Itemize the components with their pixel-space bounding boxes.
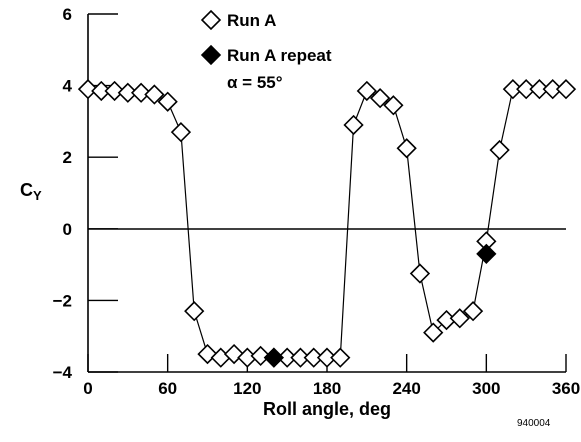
run-a-point [356,80,377,102]
x-axis-title: Roll angle, deg [263,399,391,419]
run-a-point [117,82,138,103]
x-tick-label: 0 [83,379,92,398]
run-a-point [502,79,524,100]
y-tick-label: 0 [63,220,72,239]
data-markers [77,79,577,368]
run-a-point [449,308,470,329]
legend-marker-run-a [200,9,222,31]
run-a-point [489,139,510,161]
x-tick-label: 120 [233,379,261,398]
legend-label-run-a-repeat: Run A repeat [227,46,332,65]
run-a-point [184,301,205,322]
legend-marker-run-a-repeat [200,44,222,66]
y-tick-label: 2 [63,148,72,167]
run-a-repeat-point [263,347,285,368]
run-a-point [104,80,125,102]
run-a-point [383,95,404,116]
y-axis-title-main: C [20,180,33,200]
y-tick-label: 6 [63,5,72,24]
run-a-point [409,263,431,284]
run-a-point [157,91,178,112]
alpha-annotation: α = 55° [227,73,283,92]
run-a-point [170,122,192,143]
x-tick-label: 180 [313,379,341,398]
run-a-point [91,80,112,102]
run-a-point [423,322,444,343]
run-a-point [529,79,550,100]
run-a-point [542,79,563,100]
x-ticks: 0 60 120 180 240 300 360 [83,354,580,398]
run-a-point [250,345,271,367]
series-line [87,88,566,359]
run-a-point [369,87,391,109]
run-a-point [130,82,152,103]
run-a-point [330,347,351,368]
y-tick-label: 4 [63,77,73,96]
y-tick-label: −4 [53,363,73,382]
run-a-point [555,79,577,100]
run-a-point [303,347,324,368]
run-a-line [87,88,566,359]
run-a-point [462,301,484,322]
run-a-point [396,138,417,159]
x-tick-label: 360 [552,379,580,398]
run-a-point [277,347,298,368]
y-ticks: 6 4 2 0 −2 −4 [53,5,118,382]
legend-label-run-a: Run A [227,11,276,30]
run-a-point [343,114,364,136]
y-axis-title-subscript: Y [33,188,42,203]
run-a-point [516,79,537,100]
legend: Run A Run A repeat α = 55° [200,9,332,92]
figure-number: 940004 [517,418,551,429]
x-tick-label: 300 [472,379,500,398]
run-a-point [144,84,165,105]
y-axis-title: CY [20,180,42,203]
run-a-point [77,79,99,100]
run-a-repeat-point [476,243,497,264]
run-a-point [290,347,311,368]
x-tick-label: 240 [392,379,420,398]
y-tick-label: −2 [53,291,72,310]
run-a-point [316,347,338,368]
x-tick-label: 60 [158,379,177,398]
